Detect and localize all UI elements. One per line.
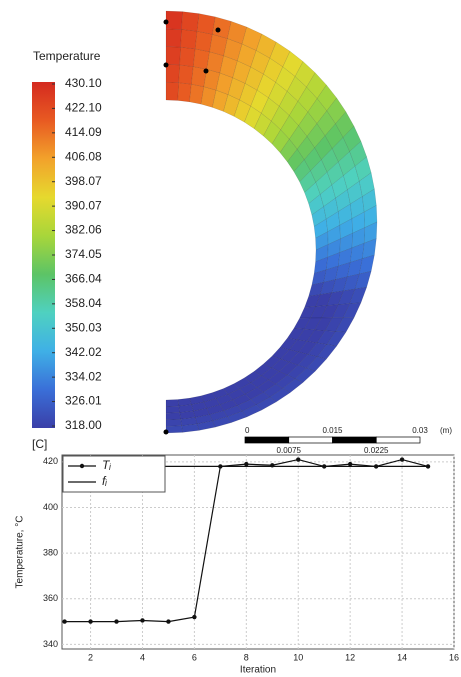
y-tick-label: 420	[43, 456, 58, 466]
y-tick-label: 380	[43, 548, 58, 558]
probe-point	[163, 19, 169, 25]
legend-marker	[79, 463, 85, 469]
scale-label: 0.015	[322, 426, 343, 435]
mesh-cell	[165, 405, 180, 414]
legend-label: fᵢ	[102, 474, 107, 488]
scale-bar-segment	[288, 436, 333, 444]
colorbar-tick-label: 350.03	[65, 320, 102, 334]
colorbar-tick-label: 406.08	[65, 149, 102, 163]
colorbar-tick-label: 342.02	[65, 345, 102, 359]
scale-label: 0.03	[412, 426, 428, 435]
scale-label: 0.0075	[277, 446, 302, 455]
scale-unit: (m)	[440, 426, 452, 435]
x-tick-label: 12	[345, 652, 355, 662]
colorbar-tick-label: 382.06	[65, 223, 102, 237]
colorbar-tick-label: 414.09	[65, 125, 102, 139]
mesh-cell	[177, 82, 192, 103]
scale-bar-segment	[332, 436, 377, 444]
y-tick-label: 340	[43, 639, 58, 649]
colorbar-tick-label: 366.04	[65, 272, 102, 286]
data-point	[296, 457, 301, 462]
x-tick-label: 2	[88, 652, 93, 662]
colorbar-tick-label: 374.05	[65, 247, 102, 261]
temperature-field	[163, 10, 378, 435]
colorbar-tick-label: 390.07	[65, 198, 102, 212]
x-axis-label: Iteration	[240, 665, 276, 676]
data-point	[399, 457, 405, 462]
data-point	[347, 461, 353, 467]
legend-label: Tᵢ	[102, 458, 111, 472]
probe-point	[215, 27, 221, 33]
data-point	[192, 614, 197, 620]
mesh-cell	[165, 64, 180, 83]
mesh-cell	[165, 399, 180, 407]
x-tick-label: 6	[192, 652, 197, 662]
mesh-cell	[165, 81, 179, 101]
colorbar-tick-label: 326.01	[65, 394, 102, 408]
x-tick-label: 16	[449, 652, 459, 662]
scale-bar-segment	[244, 436, 290, 444]
mesh-cell	[165, 46, 181, 66]
mesh-cell	[180, 29, 198, 50]
scale-label: 0.0225	[364, 446, 389, 455]
probe-point	[163, 62, 169, 68]
x-tick-label: 4	[140, 652, 145, 662]
data-point	[166, 619, 171, 624]
mesh-cell	[165, 418, 182, 427]
colorbar-tick-label: 430.10	[65, 76, 102, 90]
x-tick-label: 14	[397, 652, 407, 662]
data-point	[244, 461, 249, 467]
probe-point	[163, 429, 169, 435]
x-tick-label: 10	[293, 652, 303, 662]
colorbar-tick-label: 358.04	[65, 296, 102, 310]
data-point	[114, 619, 119, 624]
mesh-cell	[178, 64, 194, 85]
mesh-cell	[179, 46, 196, 67]
data-point	[140, 618, 145, 623]
colorbar-tick-label: 318.00	[65, 418, 102, 432]
colorbar-tick-label: 334.02	[65, 369, 102, 383]
scale-bar-segment	[375, 436, 421, 444]
data-point	[62, 619, 67, 624]
mesh-cell	[165, 28, 182, 48]
x-tick-label: 8	[244, 652, 249, 662]
mesh-cell	[165, 10, 183, 30]
probe-point	[203, 68, 209, 74]
colorbar-tick-label: 398.07	[65, 174, 102, 188]
scale-label: 0	[245, 426, 250, 435]
colorbar-tick-label: 422.10	[65, 101, 102, 115]
colorbar-title: Temperature	[33, 49, 101, 63]
mesh-cell	[165, 412, 181, 421]
mesh-cell	[181, 11, 200, 32]
legend-box	[62, 455, 166, 493]
y-tick-label: 360	[43, 593, 58, 603]
colorbar	[32, 82, 55, 428]
data-point	[88, 619, 93, 624]
y-axis-label: Temperature, °C	[15, 516, 26, 589]
y-tick-label: 400	[43, 502, 58, 512]
mesh-cell	[196, 13, 216, 35]
legend: Tᵢ fᵢ	[62, 455, 166, 493]
colorbar-unit: [C]	[32, 437, 47, 451]
